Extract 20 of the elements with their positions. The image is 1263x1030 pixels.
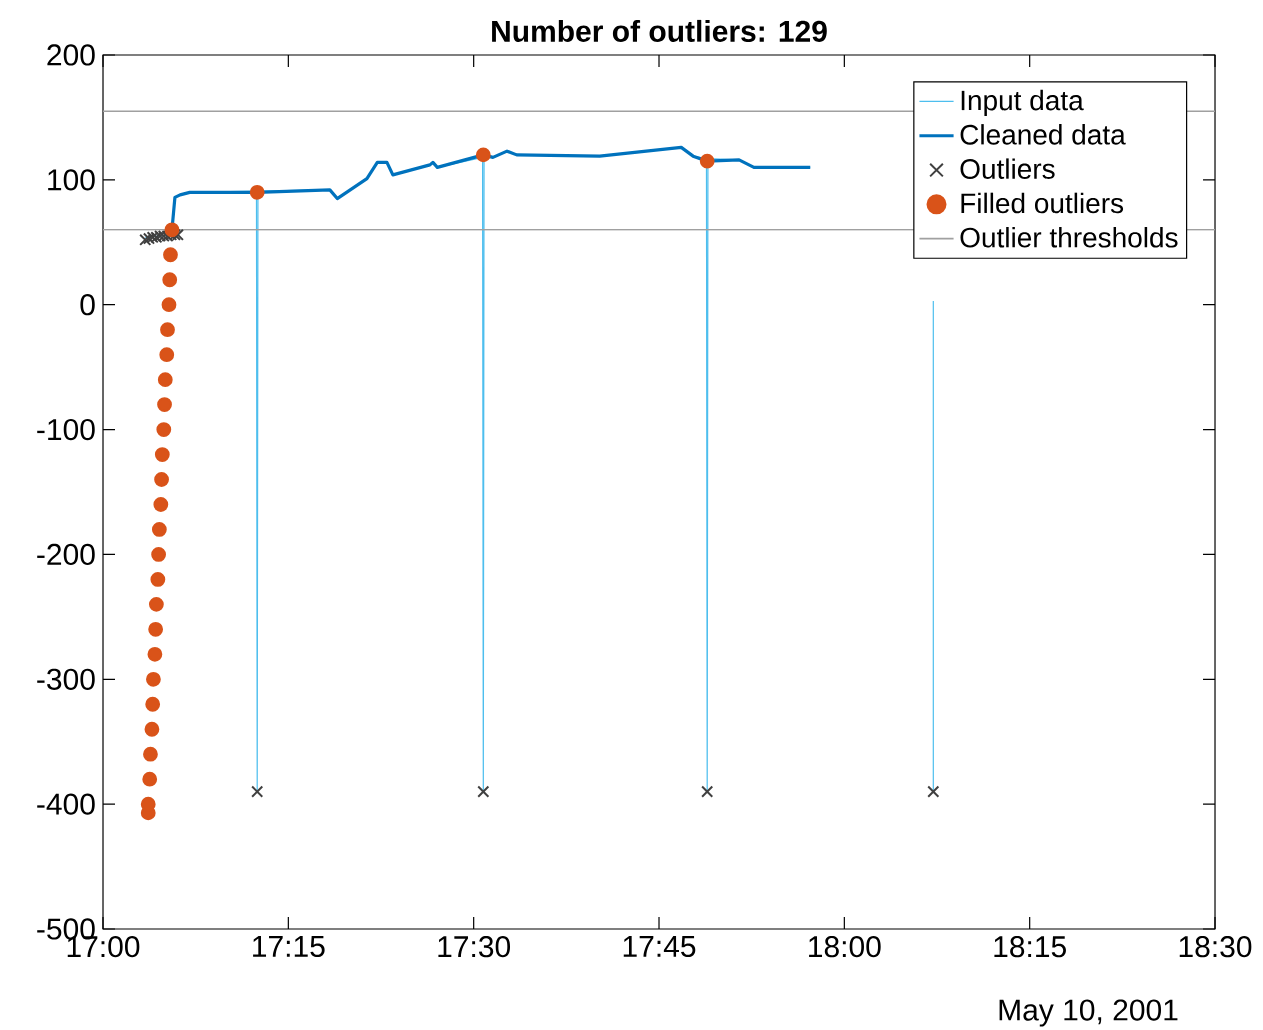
y-tick-label: -100 [37,418,95,441]
y-tick-label: 200 [47,44,95,66]
y-tick-label: -400 [37,793,95,815]
y-tick-label: 100 [48,169,95,191]
x-tick-label: 17:45 [623,936,696,957]
legend-label: Cleaned data [960,124,1126,145]
y-tick-label: -200 [37,543,95,566]
x-tick-label: 18:00 [809,936,881,958]
text: May 10, 2001 [999,999,1178,1027]
x-tick-label: 18:15 [994,936,1066,958]
x-tick-label: 17:15 [253,936,325,957]
y-tick-label: -300 [37,668,95,690]
chart-title: Number of outliers: 129 [492,19,827,42]
x-tick-label: 18:30 [1179,936,1252,958]
y-tick-label: 0 [80,294,95,316]
legend-label: Outliers [960,158,1055,179]
legend-label: Input data [961,89,1084,116]
x-tick-label: 17:30 [438,936,511,958]
legend-label: Filled outliers [961,192,1124,214]
legend-label: Outlier thresholds [960,226,1178,248]
